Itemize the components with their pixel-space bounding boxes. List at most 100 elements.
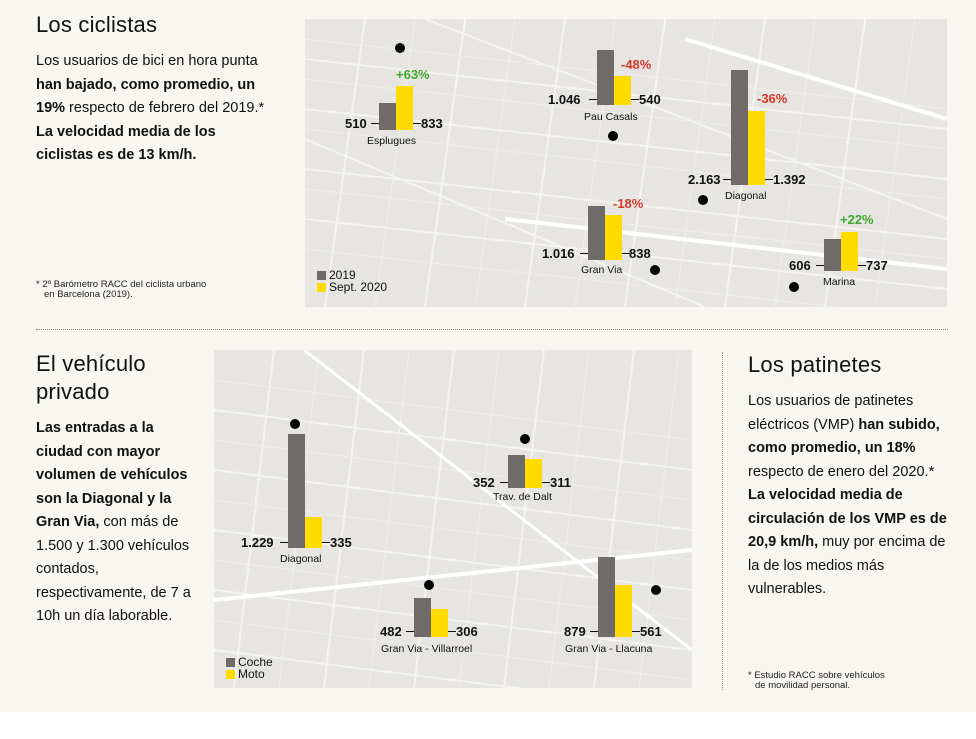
cyclists-p2: La velocidad media de los ciclistas es d… [36,123,216,164]
legend-item-2019: 2019 [317,269,387,281]
tick-diagonal-2020 [765,179,773,180]
val-veh-llacuna-coche: 879 [564,624,586,639]
scooters-title: Los patinetes [748,352,882,377]
tick-paucasals-2020 [631,99,639,100]
legend-label-2019: 2019 [329,268,356,282]
bar-granvia-2020 [605,215,622,260]
vehicles-paragraph: Las entradas a la ciudad con mayor volum… [36,417,196,629]
tick-paucasals-2019 [589,99,597,100]
tick-veh-llacuna-moto [632,631,640,632]
pct-diagonal: -36% [757,91,788,106]
val-marina-2020: 737 [866,258,888,273]
tick-veh-trav-coche [500,482,508,483]
tick-veh-trav-moto [542,482,550,483]
vehicles-p-bold: Las entradas a la ciudad con mayor volum… [36,420,188,530]
loc-veh-llacuna: Gran Via - Llacuna [565,643,653,655]
cyclists-p1-b: han bajado, como promedio, un 19% [36,76,256,117]
bar-paucasals-2019 [597,50,614,105]
scooters-p1-c: respecto de enero del 2020.* [748,463,935,480]
loc-granvia: Gran Via [581,264,623,276]
val-marina-2019: 606 [789,258,811,273]
vehicles-legend: Coche Moto [226,656,273,680]
dot-veh-trav [520,434,530,444]
val-veh-villarroel-moto: 306 [456,624,478,639]
tick-marina-2020 [858,265,866,266]
legend-swatch-moto [226,670,235,679]
legend-item-2020: Sept. 2020 [317,281,387,293]
vehicles-map: 1.229 335 Diagonal 352 311 Trav. de Dalt… [214,350,692,688]
legend-item-coche: Coche [226,656,273,668]
val-veh-diagonal-moto: 335 [330,535,352,550]
val-diagonal-2019: 2.163 [688,172,721,187]
legend-swatch-gray [317,271,326,280]
dot-diagonal [698,195,708,205]
legend-label-coche: Coche [238,655,273,669]
tick-diagonal-2019 [723,179,731,180]
val-veh-llacuna-moto: 561 [640,624,662,639]
vertical-divider [722,352,723,690]
tick-veh-villarroel-coche [406,631,414,632]
cyclists-map: +63% 510 833 Esplugues -48% 1.046 540 Pa… [305,19,947,307]
bar-marina-2020 [841,232,858,271]
scooters-footnote-1: * Estudio RACC sobre vehículos [748,670,885,681]
vehicles-title: El vehículo privado [36,350,146,406]
scooters-footnote-2: de movilidad personal. [755,680,851,691]
scooters-p2-c: muy por encima de la de los medios más v… [748,534,946,597]
vehicles-p-rest: con más de 1.500 y 1.300 vehículos conta… [36,514,191,624]
tick-veh-villarroel-moto [448,631,456,632]
bar-veh-trav-coche [508,455,525,488]
loc-esplugues: Esplugues [367,135,417,147]
bar-veh-diagonal-moto [305,517,322,548]
val-esplugues-2019: 510 [345,116,367,131]
bar-esplugues-2020 [396,86,413,130]
bar-veh-villarroel-moto [431,609,448,637]
loc-veh-villarroel: Gran Via - Villarroel [381,643,473,655]
bar-marina-2019 [824,239,841,271]
val-paucasals-2020: 540 [639,92,661,107]
pct-marina: +22% [840,212,874,227]
cyclists-p1-c: respecto de febrero del 2019.* [65,100,265,116]
legend-item-moto: Moto [226,668,273,680]
vehicles-title-2: privado [36,379,110,404]
cyclists-footnote-2: en Barcelona (2019). [44,289,133,300]
section-divider [36,329,948,330]
val-granvia-2019: 1.016 [542,246,575,261]
dot-veh-llacuna [651,585,661,595]
loc-diagonal: Diagonal [725,190,767,202]
vehicles-map-streets [214,350,692,688]
cyclists-paragraph: Los usuarios de bici en hora punta han b… [36,50,266,168]
scooters-p1-b: han subido, como promedio, un 18% [748,416,940,457]
loc-paucasals: Pau Casals [584,111,638,123]
legend-swatch-coche [226,658,235,667]
val-veh-diagonal-coche: 1.229 [241,535,274,550]
pct-esplugues: +63% [396,67,430,82]
bar-veh-diagonal-coche [288,434,305,548]
scooters-footnote: * Estudio RACC sobre vehículos de movili… [748,671,885,691]
pct-granvia: -18% [613,196,644,211]
bar-esplugues-2019 [379,103,396,130]
tick-granvia-2020 [622,253,630,254]
tick-esplugues-2019 [371,123,379,124]
bar-veh-trav-moto [525,459,542,488]
loc-veh-trav: Trav. de Dalt [493,491,552,503]
bar-veh-llacuna-moto [615,585,632,637]
vehicles-title-1: El vehículo [36,351,146,376]
tick-veh-llacuna-coche [590,631,598,632]
cyclists-title: Los ciclistas [36,12,158,37]
val-esplugues-2020: 833 [421,116,443,131]
bar-veh-villarroel-coche [414,598,431,637]
dot-veh-diagonal [290,419,300,429]
val-veh-trav-moto: 311 [550,475,571,490]
loc-marina: Marina [823,276,856,288]
pct-paucasals: -48% [621,57,652,72]
tick-veh-diagonal-coche [280,542,288,543]
scooters-paragraph: Los usuarios de patinetes eléctricos (VM… [748,390,948,602]
val-paucasals-2019: 1.046 [548,92,581,107]
bar-paucasals-2020 [614,76,631,105]
tick-esplugues-2020 [413,123,421,124]
scooters-p1-a: Los usuarios de patinetes eléctricos (VM… [748,393,914,433]
tick-marina-2019 [816,265,824,266]
cyclists-footnote: * 2º Barómetro RACC del ciclista urbano … [36,280,206,300]
val-veh-trav-coche: 352 [473,475,495,490]
legend-label-moto: Moto [238,667,265,681]
